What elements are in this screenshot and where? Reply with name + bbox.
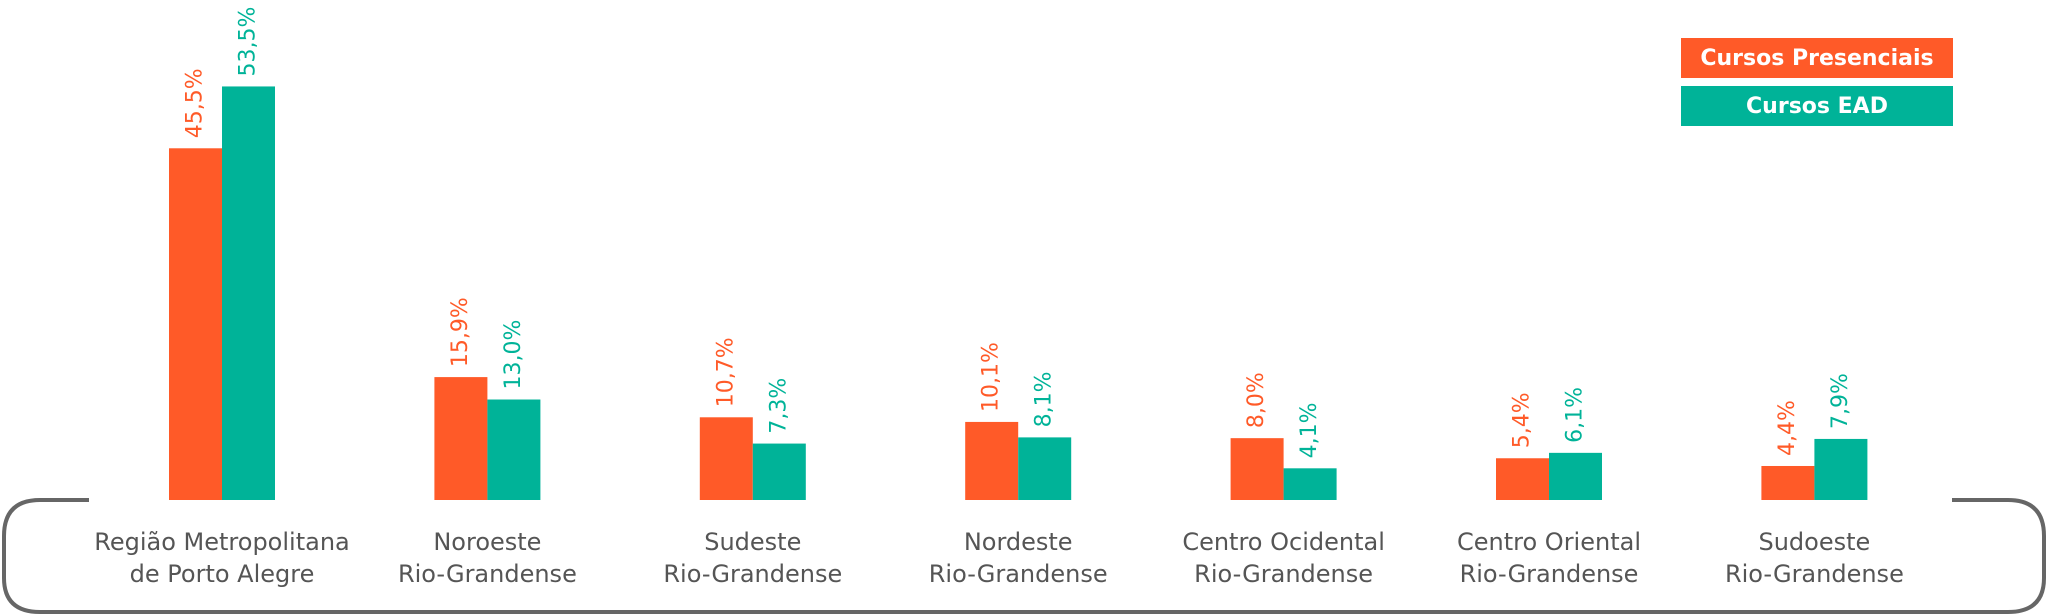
bar bbox=[1018, 437, 1072, 500]
legend-label: Cursos Presenciais bbox=[1700, 46, 1933, 71]
value-label: 10,1% bbox=[979, 342, 1004, 412]
bar bbox=[434, 377, 488, 500]
value-label: 6,1% bbox=[1563, 387, 1588, 443]
x-tick-label: Sudeste bbox=[704, 528, 801, 556]
x-tick-label: Rio-Grandense bbox=[398, 560, 577, 588]
value-label: 53,5% bbox=[236, 7, 261, 77]
legend-swatch bbox=[1681, 38, 1953, 78]
bar bbox=[222, 86, 275, 500]
x-tick-label: Região Metropolitana bbox=[94, 528, 349, 556]
value-label: 4,4% bbox=[1775, 400, 1800, 456]
x-tick-label: Nordeste bbox=[964, 528, 1073, 556]
value-label: 10,7% bbox=[713, 337, 738, 407]
value-label: 15,9% bbox=[448, 297, 473, 367]
x-tick-label: de Porto Alegre bbox=[130, 560, 315, 588]
value-label: 8,0% bbox=[1244, 372, 1269, 428]
bar bbox=[699, 417, 753, 500]
x-tick-label: Centro Oriental bbox=[1457, 528, 1641, 556]
bar bbox=[1230, 438, 1284, 500]
category-bracket bbox=[1, 498, 2046, 614]
x-tick-label: Rio-Grandense bbox=[1725, 560, 1904, 588]
value-label: 13,0% bbox=[501, 320, 526, 390]
value-label: 7,3% bbox=[766, 378, 791, 434]
x-tick-label: Sudoeste bbox=[1758, 528, 1870, 556]
bar bbox=[169, 148, 222, 500]
value-label: 4,1% bbox=[1297, 402, 1322, 458]
x-tick-label: Rio-Grandense bbox=[1460, 560, 1639, 588]
bar bbox=[1814, 438, 1868, 500]
x-tick-label: Rio-Grandense bbox=[663, 560, 842, 588]
bar bbox=[1496, 458, 1549, 500]
bar bbox=[752, 443, 806, 500]
x-tick-label: Noroeste bbox=[433, 528, 541, 556]
legend-label: Cursos EAD bbox=[1746, 94, 1888, 119]
x-tick-label: Rio-Grandense bbox=[929, 560, 1108, 588]
bar bbox=[1549, 452, 1602, 500]
bar bbox=[965, 421, 1019, 500]
legend-swatch bbox=[1681, 86, 1953, 126]
value-label: 45,5% bbox=[183, 68, 208, 138]
x-tick-label: Rio-Grandense bbox=[1194, 560, 1373, 588]
value-label: 8,1% bbox=[1032, 371, 1057, 427]
x-tick-label: Centro Ocidental bbox=[1182, 528, 1385, 556]
value-label: 7,9% bbox=[1828, 373, 1853, 429]
bar bbox=[487, 399, 541, 500]
bar bbox=[1283, 468, 1337, 500]
value-label: 5,4% bbox=[1510, 392, 1535, 448]
bar bbox=[1761, 465, 1815, 500]
